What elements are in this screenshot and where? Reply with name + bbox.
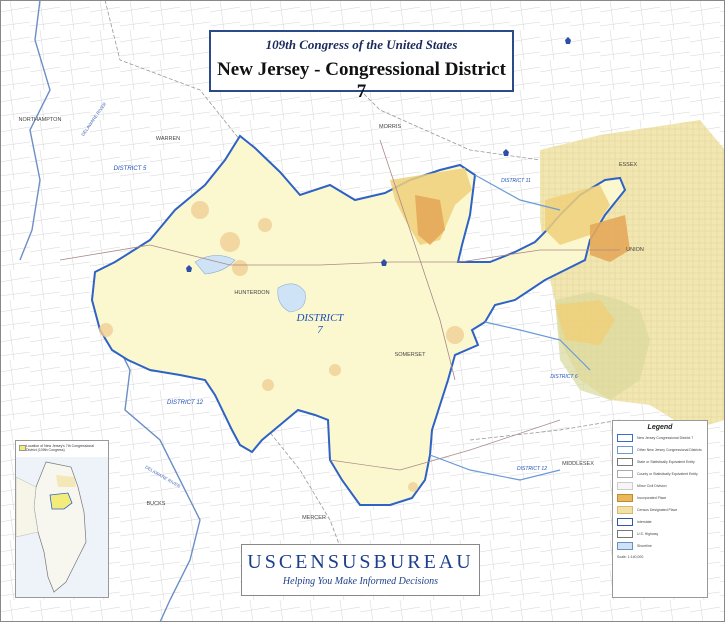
census-bureau-tagline: Helping You Make Informed Decisions	[282, 576, 439, 587]
legend-swatch	[617, 434, 633, 442]
district-12-label: DISTRICT 12	[167, 400, 204, 406]
legend-item-label: Interstate	[637, 520, 652, 524]
place-summit	[545, 185, 610, 245]
legend-item: New Jersey Congressional District 7	[617, 433, 703, 443]
legend-title: Legend	[647, 424, 673, 431]
interstate-shield-icon	[381, 259, 387, 266]
district-7-number: 7	[317, 324, 323, 336]
inset-district-highlight	[49, 492, 73, 510]
legend-item-label: Other New Jersey Congressional Districts	[637, 448, 702, 452]
county-label-bucks: BUCKS	[147, 501, 166, 507]
legend-item-label: Shoreline	[637, 544, 652, 548]
legend-swatch	[617, 458, 633, 466]
place-flemington	[262, 379, 274, 391]
district-boundary-other	[474, 174, 561, 211]
legend-swatch	[617, 494, 633, 502]
county-label-union: UNION	[626, 247, 644, 253]
interstate-78	[59, 244, 620, 266]
legend-item-label: New Jersey Congressional District 7	[637, 436, 694, 440]
inset-locator-map: Location of New Jersey's 7th Congression…	[15, 440, 109, 598]
spruce-run-reservoir	[194, 255, 236, 275]
legend-item: Interstate	[617, 517, 703, 527]
place-parsippany	[415, 195, 445, 245]
delaware-river-south	[109, 329, 201, 622]
delaware-river-north	[19, 0, 51, 261]
legend-item: Shoreline	[617, 541, 703, 551]
interstate-shield-icon	[186, 265, 192, 272]
legend-scale: Scale: 1:140,000	[617, 555, 644, 559]
county-label-northampton: NORTHAMPTON	[19, 117, 62, 123]
county-boundary	[104, 0, 241, 141]
legend-swatch	[617, 542, 633, 550]
county-boundary	[469, 419, 621, 441]
place-rocky-hill	[408, 482, 418, 492]
legend-item: Minor Civil Division	[617, 481, 703, 491]
place-high-bridge	[220, 232, 240, 252]
legend-item-label: County or Statistically Equivalent Entit…	[637, 472, 698, 476]
legend-items: New Jersey Congressional District 7 Other…	[613, 433, 707, 551]
census-bureau-name: USCENSUSBUREAU	[247, 551, 474, 573]
legend-item: Census Designated Place	[617, 505, 703, 515]
district-11-label: DISTRICT 11	[501, 178, 531, 184]
place-piscataway	[555, 300, 615, 345]
legend-swatch	[617, 530, 633, 538]
district-6-label: DISTRICT 6	[550, 374, 577, 380]
legend-item: Incorporated Place	[617, 493, 703, 503]
map-title: New Jersey - Congressional District 7	[217, 59, 506, 102]
county-label-middlesex: MIDDLESEX	[562, 461, 594, 467]
county-label-warren: WARREN	[156, 136, 180, 142]
legend-item-label: U.S. Highway	[637, 532, 659, 536]
district-7-area[interactable]	[90, 134, 627, 506]
map-subtitle: 109th Congress of the United States	[265, 37, 458, 52]
place-readington	[329, 364, 341, 376]
interstate-shield-icon	[565, 37, 571, 44]
county-label-hunterdon: HUNTERDON	[234, 290, 269, 296]
district-boundary-other	[484, 321, 591, 371]
legend-swatch	[617, 506, 633, 514]
legend-swatch	[617, 518, 633, 526]
place-clinton	[232, 260, 248, 276]
county-label-essex: ESSEX	[619, 162, 638, 168]
inset-state-outline	[16, 457, 108, 597]
legend-item-label: State or Statistically Equivalent Entity	[637, 460, 695, 464]
legend-item: Other New Jersey Congressional Districts	[617, 445, 703, 455]
place-glen-gardner	[191, 201, 209, 219]
county-label-somerset: SOMERSET	[395, 352, 427, 358]
title-box: 109th Congress of the United States New …	[209, 30, 514, 102]
legend-swatch	[617, 482, 633, 490]
district-7-label: DISTRICT	[295, 312, 344, 324]
us-highway	[329, 419, 561, 471]
legend-item-label: Census Designated Place	[637, 508, 678, 512]
legend-swatch	[617, 470, 633, 478]
county-label-morris: MORRIS	[379, 124, 401, 130]
district-boundary-other	[429, 454, 561, 481]
legend-item: County or Statistically Equivalent Entit…	[617, 469, 703, 479]
county-label-mercer: MERCER	[302, 515, 326, 521]
place-somerville	[446, 326, 464, 344]
district-5-label: DISTRICT 5	[114, 166, 147, 172]
round-valley-reservoir	[277, 283, 306, 313]
place-califon	[258, 218, 272, 232]
legend-swatch	[617, 446, 633, 454]
census-bureau-logo: USCENSUSBUREAU Helping You Make Informed…	[241, 544, 480, 596]
interstate-shield-icon	[503, 149, 509, 156]
interstate-287	[379, 139, 456, 381]
legend-item-label: Minor Civil Division	[637, 484, 667, 488]
place-frenchtown	[99, 323, 113, 337]
inset-caption: Location of New Jersey's 7th Congression…	[26, 444, 94, 452]
legend-item: State or Statistically Equivalent Entity	[617, 457, 703, 467]
legend-item-label: Incorporated Place	[637, 496, 667, 500]
district-12-south-label: DISTRICT 12	[517, 466, 547, 472]
legend-item: U.S. Highway	[617, 529, 703, 539]
inset-legend-swatch	[19, 445, 26, 451]
map-legend: Legend New Jersey Congressional District…	[612, 420, 708, 598]
